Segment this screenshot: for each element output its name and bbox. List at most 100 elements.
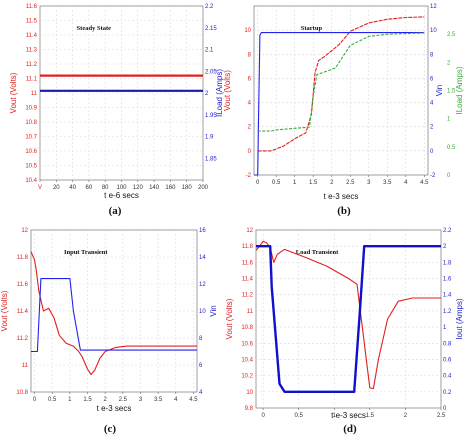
- y-right2-tick-label: 2: [447, 60, 451, 66]
- x-tick-label: 3: [367, 180, 371, 186]
- plot-area: [255, 229, 442, 409]
- x-tick-label: 160: [165, 185, 176, 191]
- y-left-tick-label: 11.2: [26, 62, 38, 68]
- y-right-tick-label: 0: [443, 406, 447, 412]
- y-left-tick-label: 10.4: [241, 357, 253, 363]
- series-line-2: [254, 32, 425, 176]
- series-line-3: [257, 32, 425, 132]
- y-right-tick-label: 4: [199, 390, 203, 396]
- y-left-tick-label: 11: [22, 363, 29, 369]
- x-tick-label: 0: [256, 180, 260, 186]
- chart-panel-4: 0 0.5 1 1.5 2 2.59.81010.210.410.610.81111.21…: [225, 228, 464, 435]
- panel-caption: (d): [343, 423, 357, 435]
- y-right2-tick-label: 0.5: [447, 145, 456, 151]
- y-right-tick-label: 1.85: [205, 156, 217, 162]
- y-right2-tick-label: 2.5: [447, 32, 456, 38]
- x-tick-label: 100: [116, 185, 127, 191]
- x-tick-label: 3: [139, 397, 143, 403]
- y-right-tick-label: 2: [430, 125, 434, 131]
- y-right-tick-label: 1.8: [443, 260, 452, 266]
- y-left-tick-label: 10.6: [25, 149, 37, 155]
- y-right-tick-label: 0: [430, 149, 434, 155]
- x-tick-label: 1.5: [83, 397, 92, 403]
- y-right-axis-label: Vin: [209, 305, 218, 316]
- y-right-tick-label: 0.8: [443, 341, 452, 347]
- x-tick-label: 1.5: [366, 413, 375, 419]
- y-right2-tick-label: 1.5: [447, 89, 456, 95]
- y-left-tick-label: 12: [246, 228, 253, 234]
- plot-area: [253, 5, 429, 176]
- x-tick-label: 0.5: [295, 413, 304, 419]
- y-left-tick-label: 10: [244, 28, 251, 34]
- x-tick-label: 3.5: [383, 180, 392, 186]
- y-right-tick-label: 1.9: [205, 135, 214, 141]
- x-tick-label: 2: [103, 397, 107, 403]
- y-right-tick-label: 6: [430, 76, 434, 82]
- x-tick-label: 80: [102, 185, 109, 191]
- chart-title: Startup: [301, 25, 323, 32]
- y-left-axis-label: Vout (Volts): [9, 72, 18, 113]
- chart-panel-1: V 20 40 60 80 100 120 140 160 180 200 10.4 10.5 10.6 1…: [9, 4, 224, 217]
- y-right-tick-label: 1.6: [443, 277, 452, 283]
- y-right-tick-label: 0.4: [443, 374, 452, 380]
- y-right-tick-label: 1.95: [205, 113, 217, 119]
- panel-caption: (c): [104, 423, 117, 435]
- y-right-tick-label: 2.2: [443, 228, 452, 234]
- x-tick-label: 1: [68, 397, 72, 403]
- chart-panel-3: 0 0.5 1 1.5 2 2.5 3 3.5 4 4.510.81111.211.411.611…: [0, 228, 218, 435]
- y-left-tick-label: 11.6: [17, 282, 29, 288]
- y-right-tick-label: 2.2: [205, 4, 214, 10]
- series-line-1: [30, 251, 197, 376]
- y-right-tick-label: 4: [430, 101, 434, 107]
- x-tick-label: 4: [404, 180, 408, 186]
- panel-caption: (a): [109, 205, 122, 217]
- y-left-axis-label: Vout (Volts): [223, 70, 232, 111]
- y-left-tick-label: -2: [246, 173, 252, 179]
- y-left-tick-label: 11.2: [17, 336, 29, 342]
- x-tick-label: 2: [330, 180, 334, 186]
- y-left-tick-label: 11.8: [17, 255, 29, 261]
- y-left-tick-label: 10.2: [241, 374, 253, 380]
- y-right-tick-label: 2.15: [205, 26, 217, 32]
- y-left-tick-label: 11.5: [26, 19, 38, 25]
- y-left-tick-label: 9.8: [245, 406, 254, 412]
- y-left-tick-label: 11.4: [242, 277, 254, 283]
- y-right-tick-label: -2: [430, 173, 436, 179]
- x-tick-label: 0: [261, 413, 265, 419]
- x-tick-label: 2: [404, 413, 408, 419]
- y-right-tick-label: 1.4: [443, 293, 452, 299]
- y-left-tick-label: 11: [31, 91, 38, 97]
- y-left-tick-label: 10.9: [25, 106, 37, 112]
- y-right-tick-label: 0.2: [443, 390, 452, 396]
- y-right-tick-label: 12: [430, 4, 437, 10]
- y-left-tick-label: 11.4: [17, 309, 29, 315]
- x-tick-label: 3.5: [154, 397, 163, 403]
- y-right-tick-label: 12: [199, 282, 206, 288]
- y-right-tick-label: 8: [199, 336, 203, 342]
- x-tick-label: 0.5: [48, 397, 57, 403]
- y-left-tick-label: 11.8: [242, 244, 254, 250]
- chart-title: Load Transient: [296, 249, 339, 256]
- series-line-2: [31, 278, 197, 353]
- y-left-tick-label: 0: [248, 149, 252, 155]
- x-tick-label: 1: [333, 413, 337, 419]
- panel-caption: (b): [337, 205, 351, 217]
- y-left-tick-label: 11.3: [26, 48, 38, 54]
- x-tick-label: 120: [133, 185, 144, 191]
- x-tick-label: 200: [198, 185, 209, 191]
- y-left-tick-label: 10.4: [25, 178, 37, 184]
- x-tick-label: 0: [33, 397, 37, 403]
- y-right-tick-label: 2: [443, 244, 447, 250]
- x-tick-label: 1: [293, 180, 297, 186]
- x-tick-label: 4: [174, 397, 178, 403]
- y-left-tick-label: 10: [246, 390, 253, 396]
- y-left-tick-label: 10.7: [25, 135, 37, 141]
- y-left-tick-label: 4: [248, 101, 252, 107]
- y-left-tick-label: 10.8: [241, 325, 253, 331]
- y-left-tick-label: 11.6: [242, 260, 254, 266]
- y-right-tick-label: 16: [199, 228, 206, 234]
- series-line-1: [257, 16, 425, 152]
- y-right-tick-label: 0.6: [443, 357, 452, 363]
- y-right2-tick-label: 0: [447, 173, 451, 179]
